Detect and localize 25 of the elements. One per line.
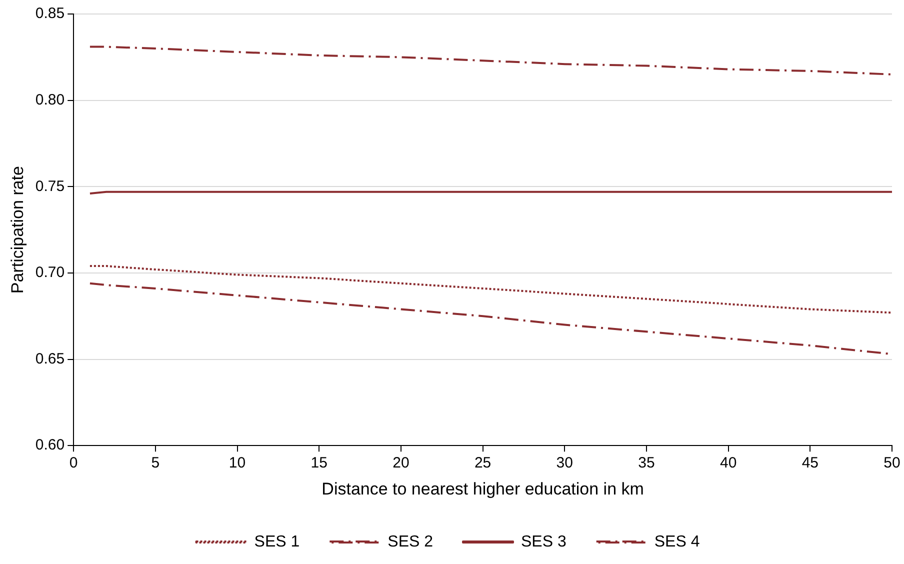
legend-label: SES 3 (521, 533, 566, 550)
y-tick-label: 0.70 (35, 264, 65, 282)
x-tick-label: 45 (802, 454, 819, 472)
legend-label: SES 4 (654, 533, 700, 550)
y-axis-title: Participation rate (8, 166, 27, 294)
x-tick-label: 35 (638, 454, 655, 472)
y-tick-label: 0.75 (35, 178, 65, 195)
line-series (88, 46, 892, 76)
x-tick-label: 5 (151, 454, 160, 472)
x-tick-label: 15 (310, 454, 328, 472)
legend-label: SES 2 (388, 533, 434, 550)
y-tick-label: 0.80 (35, 91, 65, 108)
y-tick-label: 0.65 (35, 350, 65, 368)
x-tick-label: 40 (720, 454, 737, 472)
y-tick-label: 0.60 (35, 436, 65, 454)
x-tick-label: 20 (392, 454, 410, 472)
x-tick-label: 30 (556, 454, 573, 472)
x-tick-label: 25 (474, 454, 492, 472)
x-tick-label: 50 (884, 454, 900, 472)
x-tick-label: 10 (228, 454, 246, 472)
legend-label: SES 1 (254, 533, 300, 550)
y-tick-label: 0.85 (35, 5, 65, 22)
x-axis-title: Distance to nearest higher education in km (322, 479, 644, 498)
x-tick-label: 0 (69, 454, 78, 472)
line-series (88, 265, 892, 314)
